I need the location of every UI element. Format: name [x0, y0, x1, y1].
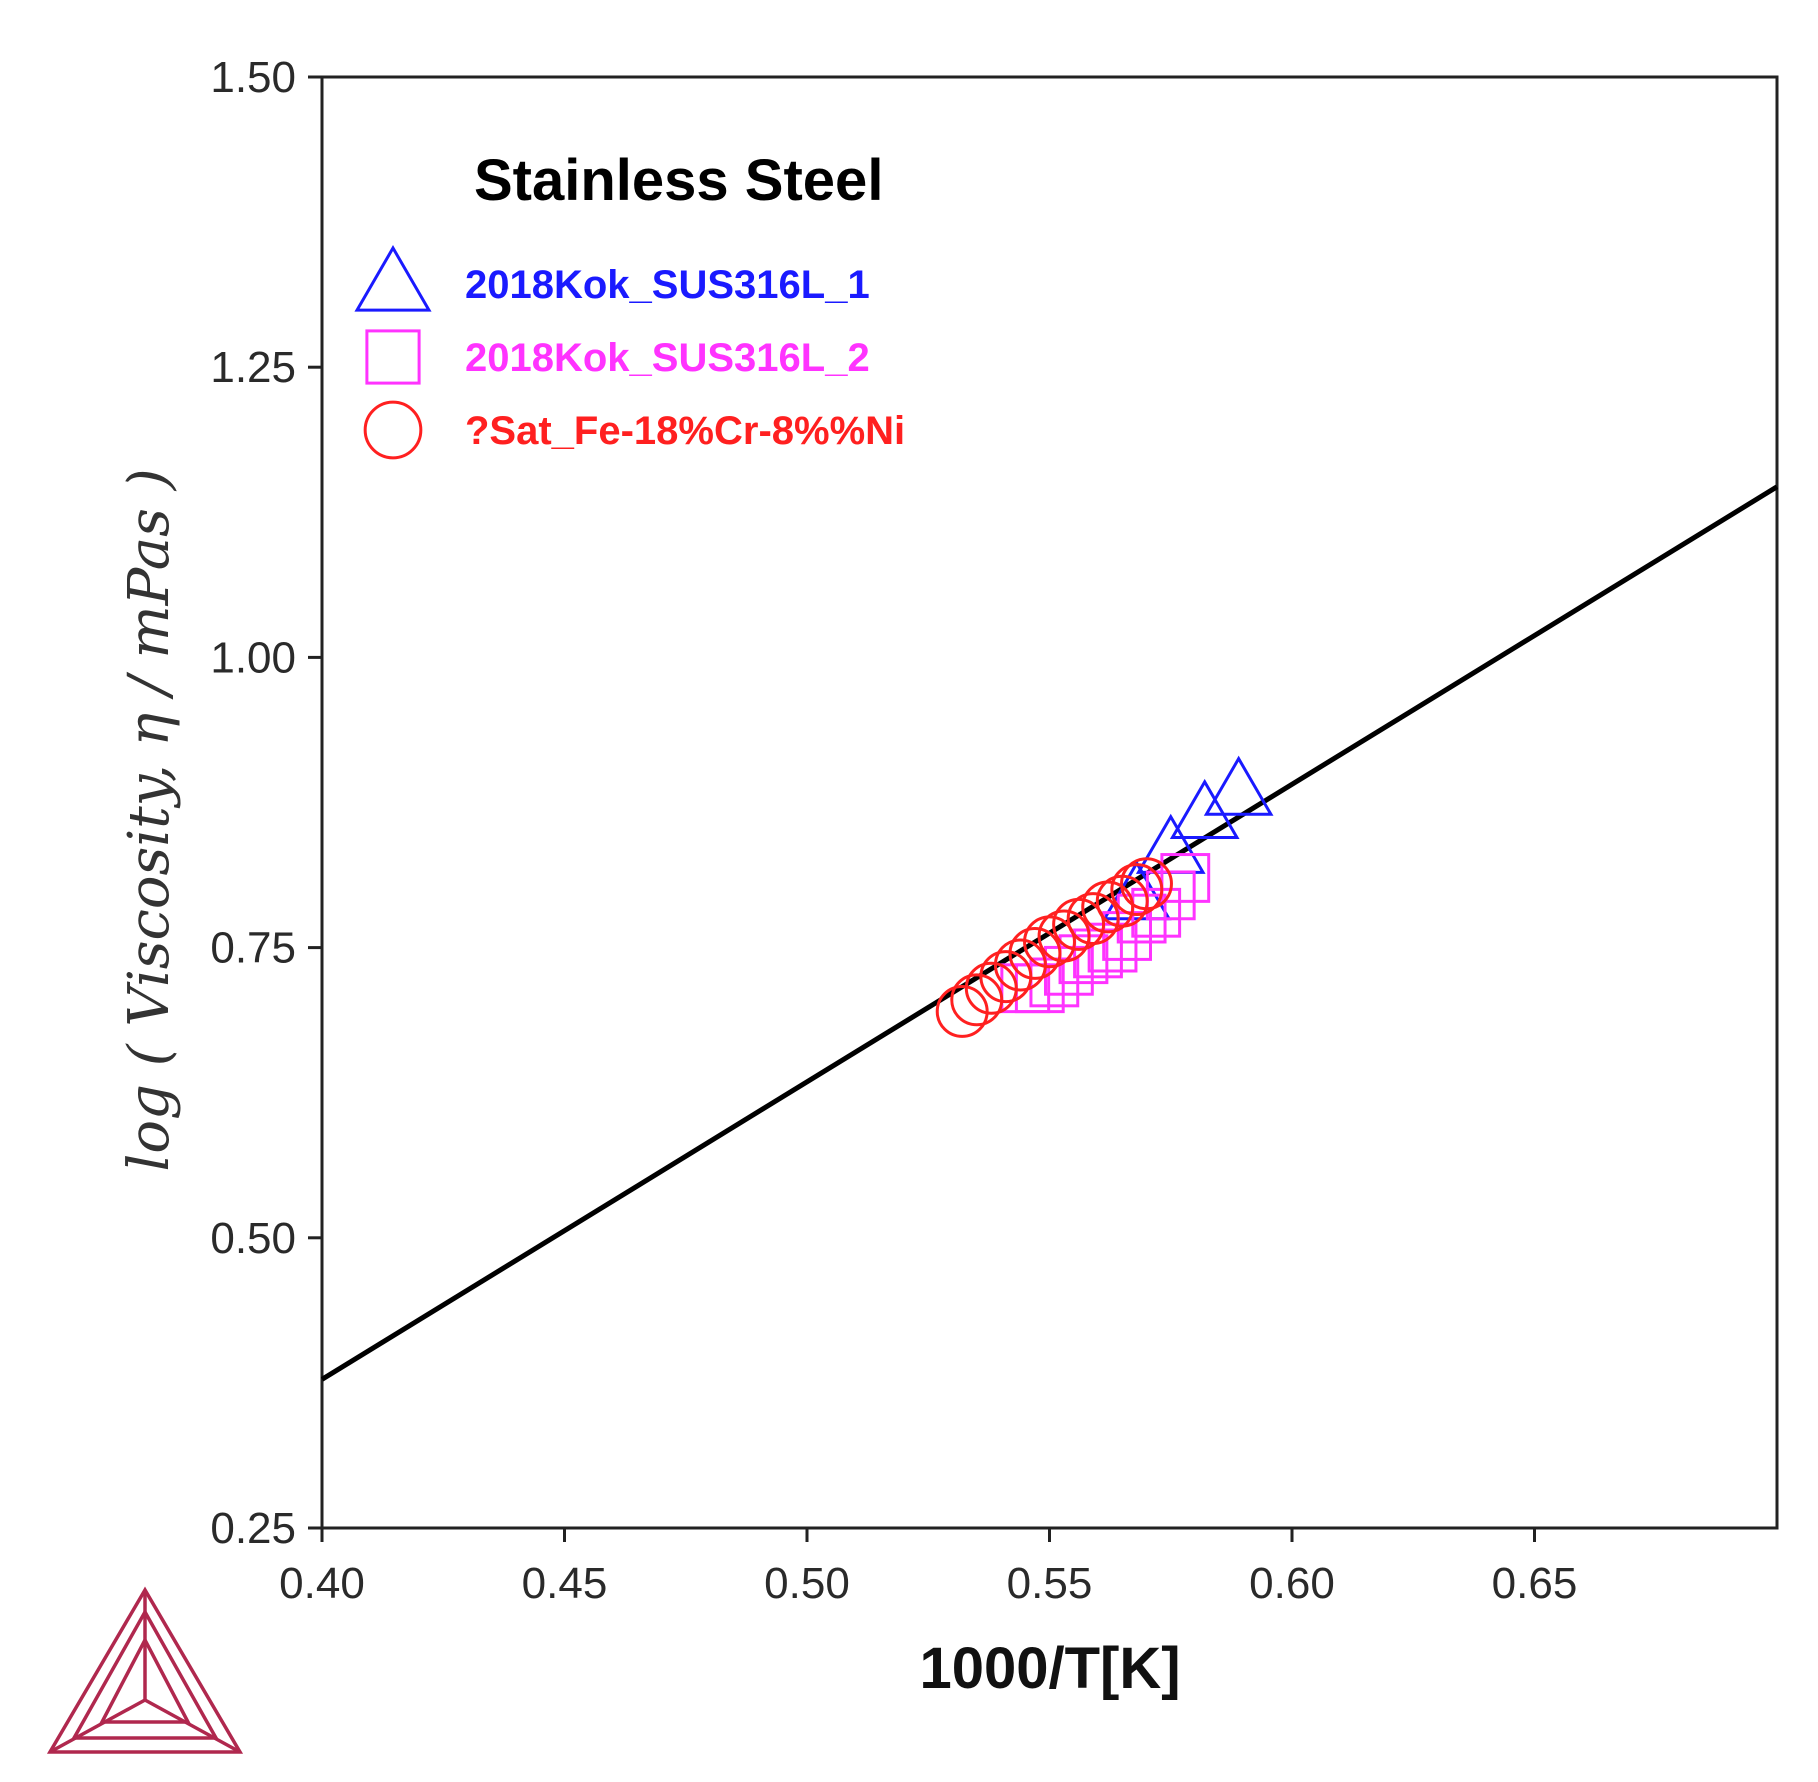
y-tick-label: 0.25: [210, 1504, 296, 1553]
x-tick-label: 0.65: [1492, 1559, 1578, 1608]
x-tick-label: 0.45: [522, 1559, 608, 1608]
x-tick-label: 0.40: [279, 1559, 365, 1608]
x-axis: 0.40 0.45 0.50 0.55 0.60 0.65: [279, 1528, 1577, 1608]
logo-outer-triangle: [46, 1586, 244, 1754]
triangle-data-point: [1101, 860, 1172, 921]
circle-data-point: [1110, 863, 1164, 917]
thermo-calc-logo: [46, 1586, 244, 1754]
x-tick-label: 0.50: [764, 1559, 850, 1608]
circle-data-point: [1120, 857, 1173, 911]
circle-data-point: [1037, 909, 1091, 963]
legend-circle-marker: [363, 400, 423, 460]
y-axis-label: log ( Viscosity, η / mPas ): [117, 468, 182, 1171]
triangle-data-point: [1169, 778, 1240, 840]
logo-inner-triangle: [99, 1636, 191, 1724]
legend-label: 2018Kok_SUS316L_1: [465, 263, 870, 307]
legend-label: 2018Kok_SUS316L_2: [465, 336, 870, 380]
logo-spoke-left: [49, 1698, 146, 1754]
y-tick-label: 1.25: [210, 343, 296, 392]
circle-data-point: [1008, 926, 1062, 980]
logo-mid-triangle: [71, 1608, 219, 1740]
square-data-point: [1160, 853, 1211, 903]
legend-label: ?Sat_Fe-18%Cr-8%%Ni: [465, 409, 905, 453]
x-axis-label: 1000/T[K]: [919, 1636, 1180, 1701]
y-tick-label: 1.50: [210, 53, 296, 102]
logo-spoke-right: [144, 1698, 241, 1754]
y-axis: 0.25 0.50 0.75 1.00 1.25 1.50: [210, 53, 322, 1553]
chart-title: Stainless Steel: [474, 148, 883, 213]
data-points-layer: [935, 755, 1274, 1038]
x-tick-label: 0.55: [1007, 1559, 1093, 1608]
triangle-data-point: [1203, 755, 1274, 816]
x-tick-label: 0.60: [1249, 1559, 1335, 1608]
y-tick-label: 0.75: [210, 924, 296, 973]
legend-triangle-marker: [354, 245, 432, 312]
y-tick-label: 1.00: [210, 633, 296, 682]
legend: 2018Kok_SUS316L_1 2018Kok_SUS316L_2 ?Sat_F…: [354, 245, 905, 460]
circle-data-point: [1066, 892, 1120, 946]
y-tick-label: 0.50: [210, 1214, 296, 1263]
legend-square-marker: [365, 329, 421, 385]
